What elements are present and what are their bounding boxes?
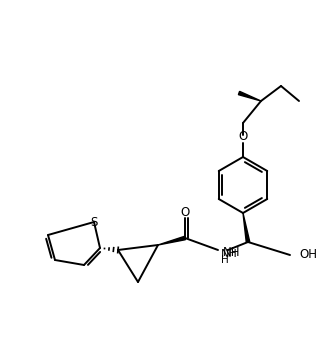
Polygon shape [243, 213, 250, 242]
Text: H: H [221, 255, 229, 265]
Text: NH: NH [223, 246, 240, 259]
Polygon shape [158, 236, 185, 245]
Polygon shape [238, 91, 261, 101]
Text: OH: OH [299, 248, 317, 261]
Text: O: O [238, 130, 248, 143]
Text: O: O [180, 205, 189, 218]
Text: NH: NH [221, 249, 238, 259]
Text: S: S [90, 215, 98, 228]
